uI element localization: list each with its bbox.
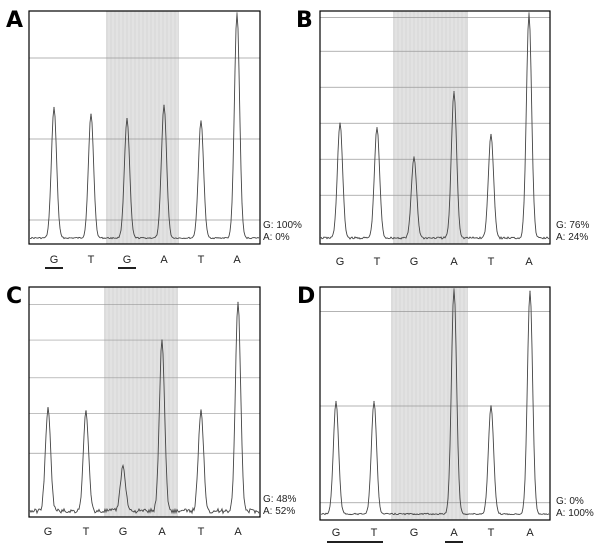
- panel-d-base-label: A: [450, 527, 458, 539]
- panel-b-base-label: A: [450, 256, 458, 268]
- panel-a-peak-g-3: [126, 118, 128, 120]
- panel-b-base-label: G: [410, 256, 419, 268]
- panel-a-ratio-g: G: 100%: [263, 220, 302, 231]
- panel-b-letter: B: [296, 8, 313, 33]
- panel-b-base-label: T: [488, 256, 495, 268]
- panel-b-peak-t-5: [490, 133, 492, 136]
- panel-d-base-label: G: [332, 527, 341, 539]
- panel-c-frame: [28, 286, 261, 518]
- panel-b-frame: [319, 10, 551, 245]
- panel-d-peak-a-6: [529, 290, 531, 292]
- panel-b-peak-t-2: [376, 127, 378, 129]
- panel-a-peak-t-5: [200, 120, 202, 122]
- panel-a-frame: [28, 10, 261, 245]
- panel-a-base-label: A: [160, 254, 168, 266]
- panel-a-peak-a-6: [236, 12, 238, 14]
- panel-c-ratio: G: 48% A: 52%: [263, 494, 296, 518]
- panel-a-peak-t-2: [90, 113, 92, 115]
- panel-c-base-label: A: [234, 526, 242, 538]
- panel-c-peak-a-4: [161, 339, 163, 341]
- panel-c-highlight-band: [104, 287, 178, 517]
- panel-d-peak-g-1: [335, 400, 337, 403]
- panel-c-base-label: T: [198, 526, 205, 538]
- panel-c-ratio-a: A: 52%: [263, 506, 296, 517]
- panel-c-peak-a-6: [237, 301, 239, 303]
- panel-c-peak-g-3: [122, 466, 124, 468]
- panel-c-peak-g-1: [47, 408, 49, 410]
- panel-d-peak-t-5: [490, 405, 492, 407]
- panel-d-ratio-g: G: 0%: [556, 496, 584, 507]
- panel-a-letter: A: [6, 8, 24, 33]
- panel-a-highlight-band: [106, 11, 179, 244]
- panel-d-peak-g-3: [413, 513, 415, 515]
- panel-a-ratio: G: 100% A: 0%: [263, 220, 302, 244]
- panel-d-peak-t-2: [373, 400, 375, 403]
- panel-c-base-label: A: [158, 526, 166, 538]
- panel-a-peak-g-1: [53, 106, 55, 109]
- panel-d-letter: D: [297, 284, 316, 309]
- panel-c-base-label: T: [83, 526, 90, 538]
- panel-d-trace: [320, 289, 550, 516]
- panel-a-base-label: G: [50, 254, 59, 266]
- panel-b-peak-g-3: [413, 156, 415, 158]
- panel-b-base-label: T: [374, 256, 381, 268]
- panel-a-base-label: G: [123, 254, 132, 266]
- panel-a-ratio-a: A: 0%: [263, 232, 290, 243]
- panel-b-base-label: A: [525, 256, 533, 268]
- panel-d-base-label: G: [410, 527, 419, 539]
- panel-b-base-label: G: [336, 256, 345, 268]
- panel-c-base-label: G: [119, 526, 128, 538]
- panel-b-peak-g-1: [339, 122, 341, 124]
- panel-c-peak-t-5: [200, 410, 202, 412]
- panel-b-peak-a-6: [528, 12, 530, 14]
- panel-d-base-label: A: [526, 527, 534, 539]
- panel-c-base-label: G: [44, 526, 53, 538]
- panel-d-base-label: T: [488, 527, 495, 539]
- panel-d-frame: [319, 286, 551, 521]
- panel-a-trace: [29, 13, 260, 240]
- panel-b-trace: [320, 13, 550, 240]
- panel-c-trace: [29, 302, 260, 515]
- panel-a-base-label: A: [233, 254, 241, 266]
- panel-b-ratio-g: G: 76%: [556, 220, 590, 231]
- panel-a-base-label: T: [198, 254, 205, 266]
- panel-c-letter: C: [6, 284, 23, 309]
- panel-c-ratio-g: G: 48%: [263, 494, 297, 505]
- panel-c-peak-t-2: [85, 410, 87, 412]
- panel-b-ratio-a: A: 24%: [556, 232, 589, 243]
- panel-d-peak-a-4: [453, 288, 455, 290]
- panel-b-ratio: G: 76% A: 24%: [556, 220, 589, 244]
- panel-d-ratio: G: 0% A: 100%: [556, 496, 594, 520]
- panel-b-peak-a-4: [453, 91, 455, 93]
- panel-a-base-label: T: [88, 254, 95, 266]
- panel-d-ratio-a: A: 100%: [556, 508, 594, 519]
- panel-a-peak-a-4: [163, 104, 165, 106]
- panel-d-base-label: T: [371, 527, 378, 539]
